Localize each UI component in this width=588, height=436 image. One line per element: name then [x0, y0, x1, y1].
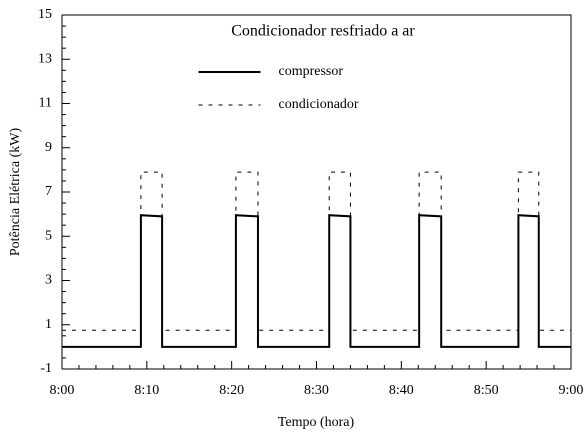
x-tick-label: 8:30: [304, 383, 329, 398]
x-tick-label: 8:40: [389, 383, 414, 398]
chart-title: Condicionador resfriado a ar: [231, 23, 415, 40]
series-line: [62, 214, 571, 348]
y-tick-label: 1: [45, 317, 52, 332]
legend-label: condicionador: [279, 97, 359, 112]
y-tick-label: 5: [45, 228, 52, 243]
y-tick-label: 11: [39, 96, 52, 111]
x-tick-label: 8:20: [219, 383, 244, 398]
x-tick-label: 8:00: [50, 383, 75, 398]
y-tick-label: -1: [40, 361, 52, 376]
x-tick-label: 8:50: [474, 383, 499, 398]
x-tick-label: 8:10: [134, 383, 159, 398]
legend-label: compressor: [279, 64, 344, 79]
y-tick-label: 9: [45, 140, 52, 155]
series-line: [62, 171, 571, 331]
x-tick-label: 9:00: [559, 383, 584, 398]
y-tick-label: 3: [45, 273, 52, 288]
y-tick-label: 7: [45, 184, 52, 199]
y-tick-label: 15: [38, 7, 52, 22]
y-tick-label: 13: [38, 51, 52, 66]
y-axis-label: Potência Elétrica (kW): [8, 128, 23, 257]
x-axis-label: Tempo (hora): [278, 415, 355, 430]
